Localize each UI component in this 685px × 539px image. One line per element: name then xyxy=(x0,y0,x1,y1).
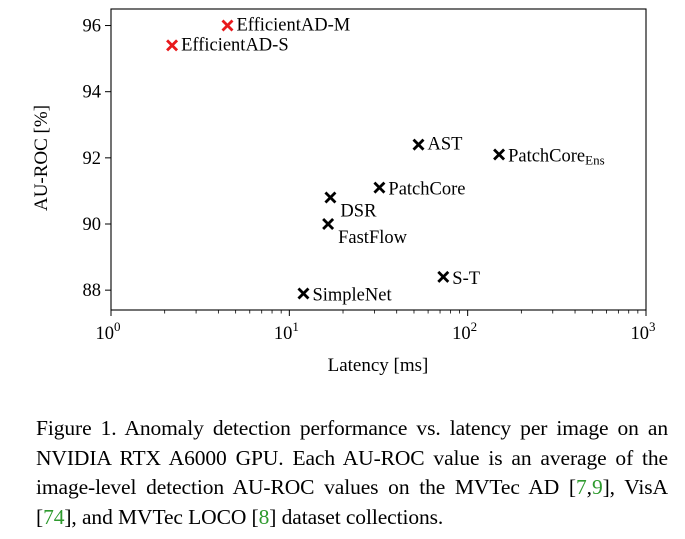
point-marker xyxy=(166,39,179,52)
reference-link[interactable]: 7 xyxy=(576,475,587,499)
y-tick-label: 92 xyxy=(83,149,102,169)
caption-text: ] dataset collections. xyxy=(269,504,444,529)
point-marker xyxy=(322,218,335,230)
x-tick-label: 101 xyxy=(274,319,299,344)
reference-link[interactable]: 74 xyxy=(43,504,65,529)
point-marker xyxy=(324,191,337,204)
point-label: FastFlow xyxy=(338,228,408,248)
figure-caption: Figure 1. Anomaly detection performance … xyxy=(36,414,668,532)
data-point: DSR xyxy=(324,191,377,222)
point-marker xyxy=(412,138,425,151)
caption-text: ], and MVTec LOCO [ xyxy=(64,504,259,529)
point-label: PatchCore xyxy=(388,180,465,200)
y-tick-label: 90 xyxy=(83,215,102,235)
x-tick-label: 102 xyxy=(452,319,477,344)
axes: 88 90 92 94 96 100 101 102 103 xyxy=(83,8,656,344)
point-marker xyxy=(373,181,386,194)
x-tick-label: 103 xyxy=(631,319,656,344)
data-point: PatchCore xyxy=(373,180,465,200)
plot-frame xyxy=(110,8,647,311)
y-tick-label: 94 xyxy=(83,83,102,103)
point-marker xyxy=(493,148,506,161)
data-point: EfficientAD-M xyxy=(221,16,350,36)
data-point: SimpleNet xyxy=(297,285,392,305)
point-label: EfficientAD-M xyxy=(236,16,350,36)
caption-text: ], VisA [ xyxy=(36,475,668,529)
y-tick-label: 96 xyxy=(83,17,102,37)
point-label: DSR xyxy=(340,202,377,222)
data-point: S-T xyxy=(437,269,480,289)
data-point: AST xyxy=(412,135,462,155)
point-marker xyxy=(297,287,310,300)
reference-link[interactable]: 8 xyxy=(258,504,270,529)
point-label: EfficientAD-S xyxy=(181,35,289,55)
scatter-chart: 88 90 92 94 96 100 101 102 103 EfficientAD-MEffi… xyxy=(31,8,656,376)
x-tick-label: 100 xyxy=(96,319,121,344)
reference-link[interactable]: 9 xyxy=(591,475,603,499)
y-axis-label: AU-ROC [%] xyxy=(31,105,52,211)
point-marker xyxy=(221,19,234,32)
x-axis-label: Latency [ms] xyxy=(328,355,429,376)
caption-text: , xyxy=(586,475,592,499)
point-marker xyxy=(437,270,450,283)
caption-text: Figure 1. Anomaly detection performance … xyxy=(36,416,668,499)
point-label: S-T xyxy=(452,269,480,289)
point-label: SimpleNet xyxy=(312,285,392,305)
data-point: FastFlow xyxy=(322,218,408,248)
point-label: AST xyxy=(427,135,462,155)
point-label: PatchCoreEns xyxy=(508,147,605,168)
y-tick-label: 88 xyxy=(83,281,102,301)
data-point: EfficientAD-S xyxy=(166,35,289,55)
data-point: PatchCoreEns xyxy=(493,147,605,168)
